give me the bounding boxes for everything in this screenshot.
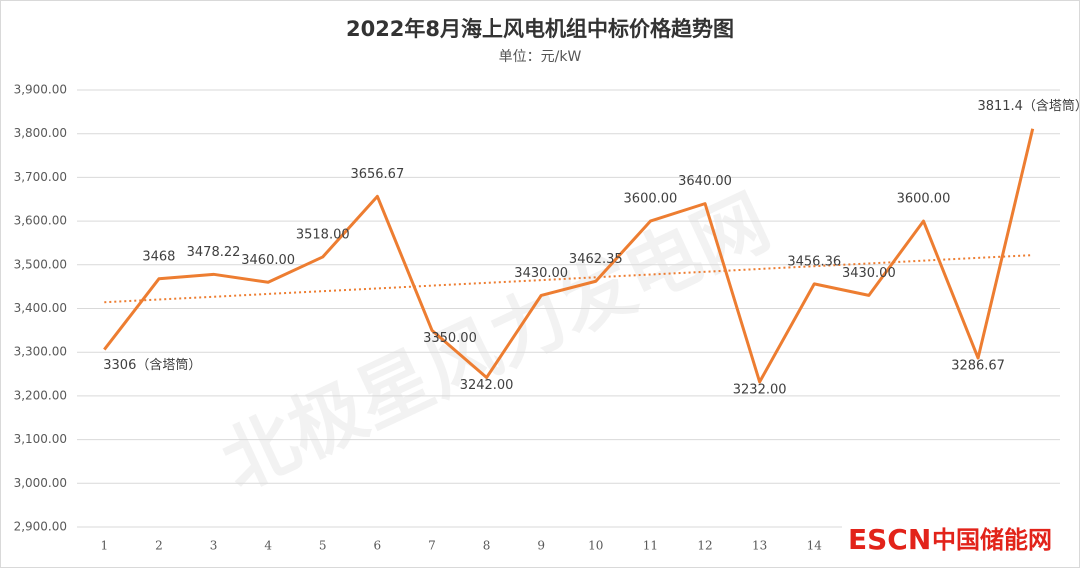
x-tick-label: 6 <box>374 539 382 553</box>
data-label: 3242.00 <box>460 378 514 393</box>
x-tick-label: 14 <box>807 539 823 553</box>
data-label: 3306（含塔筒） <box>103 357 201 373</box>
x-tick-label: 5 <box>319 539 327 553</box>
data-label: 3350.00 <box>423 331 477 346</box>
chart-subtitle: 单位：元/kW <box>499 49 582 65</box>
y-tick-label: 3,100.00 <box>14 432 67 446</box>
logo-en: ESCN <box>848 523 931 556</box>
data-label: 3462.35 <box>569 252 623 267</box>
y-tick-label: 3,400.00 <box>14 301 67 315</box>
y-tick-label: 3,200.00 <box>14 388 67 402</box>
data-label: 3468 <box>142 249 175 264</box>
logo-bg <box>842 520 1064 560</box>
y-tick-label: 3,900.00 <box>14 83 67 97</box>
y-tick-label: 3,600.00 <box>14 214 67 228</box>
data-label: 3478.22 <box>187 245 241 260</box>
y-tick-label: 3,000.00 <box>14 476 67 490</box>
data-label: 3286.67 <box>951 359 1005 374</box>
y-tick-label: 3,300.00 <box>14 345 67 359</box>
x-tick-label: 4 <box>264 539 272 553</box>
data-label: 3430.00 <box>514 266 568 281</box>
data-label: 3460.00 <box>241 253 295 268</box>
logo-cn: 中国储能网 <box>932 526 1052 554</box>
x-tick-label: 11 <box>643 539 658 553</box>
x-tick-label: 10 <box>588 539 603 553</box>
x-tick-label: 8 <box>483 539 491 553</box>
y-tick-label: 3,800.00 <box>14 126 67 140</box>
data-label: 3518.00 <box>296 227 350 242</box>
data-label: 3656.67 <box>350 167 404 182</box>
x-tick-label: 3 <box>210 539 218 553</box>
x-tick-label: 9 <box>537 539 545 553</box>
data-label: 3640.00 <box>678 174 732 189</box>
chart-title: 2022年8月海上风电机组中标价格趋势图 <box>346 17 734 41</box>
x-tick-label: 2 <box>155 539 163 553</box>
x-tick-label: 1 <box>100 539 108 553</box>
x-tick-label: 13 <box>752 539 767 553</box>
data-label: 3232.00 <box>733 382 787 397</box>
data-label: 3430.00 <box>842 266 896 281</box>
data-label: 3600.00 <box>624 192 678 207</box>
x-tick-label: 12 <box>697 539 712 553</box>
y-tick-label: 3,500.00 <box>14 257 67 271</box>
data-label: 3811.4（含塔筒） <box>977 98 1080 114</box>
x-tick-label: 7 <box>428 539 436 553</box>
data-line <box>103 128 1035 384</box>
y-tick-label: 2,900.00 <box>14 520 67 534</box>
data-label: 3600.00 <box>897 192 951 207</box>
y-tick-label: 3,700.00 <box>14 170 67 184</box>
data-label: 3456.36 <box>787 254 841 269</box>
plot: 2,900.00 3,000.00 3,100.00 3,200.00 3,300.00… <box>14 83 1080 553</box>
